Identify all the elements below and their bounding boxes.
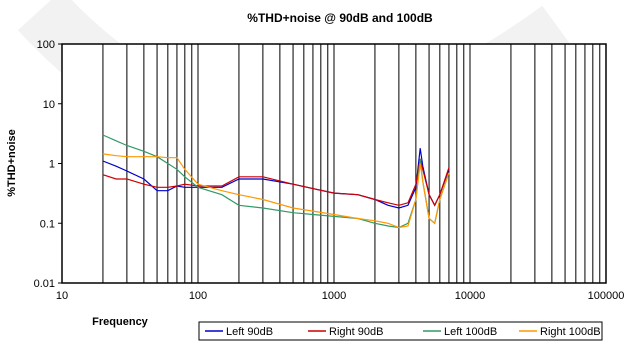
x-tick-labels: 10 100 1000 10000 100000 — [56, 290, 624, 302]
series-lines — [102, 134, 450, 229]
y-tick-label: 10 — [43, 99, 55, 111]
plot-border — [61, 43, 607, 284]
y-tick-label: 0.1 — [40, 218, 55, 230]
y-tick-label: 1 — [49, 159, 55, 171]
x-axis-title: Frequency — [92, 316, 149, 328]
x-tick-label: 10 — [56, 290, 68, 302]
y-axis-title: %THD+noise — [6, 129, 18, 197]
x-tick-label: 10000 — [455, 290, 486, 302]
legend-box — [198, 321, 603, 341]
y-tick-label: 0.01 — [34, 278, 55, 290]
series-line-right-100db — [102, 153, 450, 229]
x-tick-label: 100 — [189, 290, 207, 302]
x-gridlines — [102, 44, 601, 283]
y-tick-labels: 100 10 1 0.1 0.01 — [34, 39, 55, 290]
legend-label-right-90db: Right 90dB — [329, 326, 383, 338]
chart-title: %THD+noise @ 90dB and 100dB — [247, 11, 433, 25]
legend: Left 90dB Right 90dB Left 100dB Right 100dB — [198, 321, 603, 341]
plot-area-layer: 10 100 1000 10000 100000 100 10 1 0.1 0.01 — [34, 39, 625, 302]
legend-label-left-90db: Left 90dB — [226, 326, 273, 338]
series-line-right-90db — [102, 158, 450, 207]
x-tick-label: 1000 — [322, 290, 346, 302]
y-tick-label: 100 — [37, 39, 55, 51]
legend-label-left-100db: Left 100dB — [444, 326, 497, 338]
x-tick-label: 100000 — [588, 290, 625, 302]
legend-label-right-100db: Right 100dB — [540, 326, 601, 338]
